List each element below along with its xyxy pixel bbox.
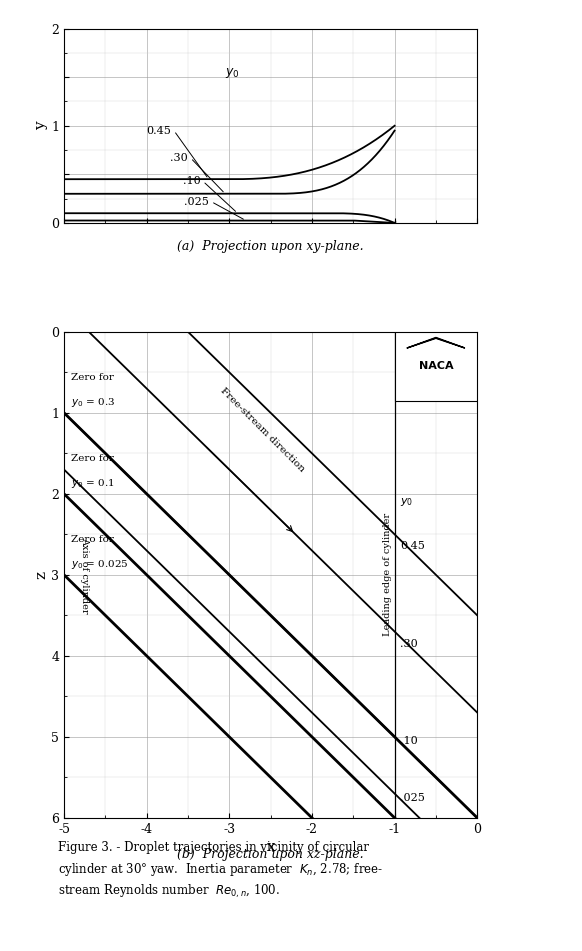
- Text: $y_0$ = 0.1: $y_0$ = 0.1: [70, 476, 114, 490]
- Text: .025: .025: [400, 792, 425, 803]
- Bar: [395, 332, 477, 400]
- Text: 0.45: 0.45: [400, 541, 425, 552]
- Text: .025: .025: [184, 197, 208, 206]
- Text: Axis of cylinder: Axis of cylinder: [80, 536, 90, 613]
- Text: Free-stream direction: Free-stream direction: [218, 386, 306, 474]
- Text: .30: .30: [400, 639, 418, 649]
- Text: 0.45: 0.45: [147, 126, 172, 136]
- Text: NACA: NACA: [418, 360, 453, 371]
- Title: (b)  Projection upon xz-plane.: (b) Projection upon xz-plane.: [178, 848, 364, 862]
- Text: Zero for: Zero for: [70, 373, 113, 382]
- Polygon shape: [407, 338, 465, 348]
- Y-axis label: z: z: [34, 571, 48, 579]
- Text: .10: .10: [183, 176, 200, 186]
- Title: (a)  Projection upon xy-plane.: (a) Projection upon xy-plane.: [178, 240, 364, 253]
- Text: .10: .10: [400, 736, 418, 746]
- Text: .30: .30: [171, 153, 188, 163]
- Text: Zero for: Zero for: [70, 454, 113, 463]
- Text: Figure 3. - Droplet trajectories in vicinity of circular: Figure 3. - Droplet trajectories in vici…: [58, 841, 369, 854]
- Text: $y_0$ = 0.025: $y_0$ = 0.025: [70, 558, 128, 571]
- Text: $y_0$: $y_0$: [400, 495, 414, 508]
- X-axis label: x: x: [267, 840, 275, 854]
- Text: stream Reynolds number  $Re_{0,n}$, 100.: stream Reynolds number $Re_{0,n}$, 100.: [58, 883, 281, 900]
- Text: $y_0$ = 0.3: $y_0$ = 0.3: [70, 396, 115, 409]
- Y-axis label: y: y: [34, 122, 48, 130]
- Text: Zero for: Zero for: [70, 535, 113, 544]
- Text: cylinder at 30° yaw.  Inertia parameter  $K_n$, 2.78; free-: cylinder at 30° yaw. Inertia parameter $…: [58, 861, 383, 878]
- Text: $y_0$: $y_0$: [225, 67, 240, 80]
- Text: Leading edge of cylinder: Leading edge of cylinder: [383, 514, 392, 636]
